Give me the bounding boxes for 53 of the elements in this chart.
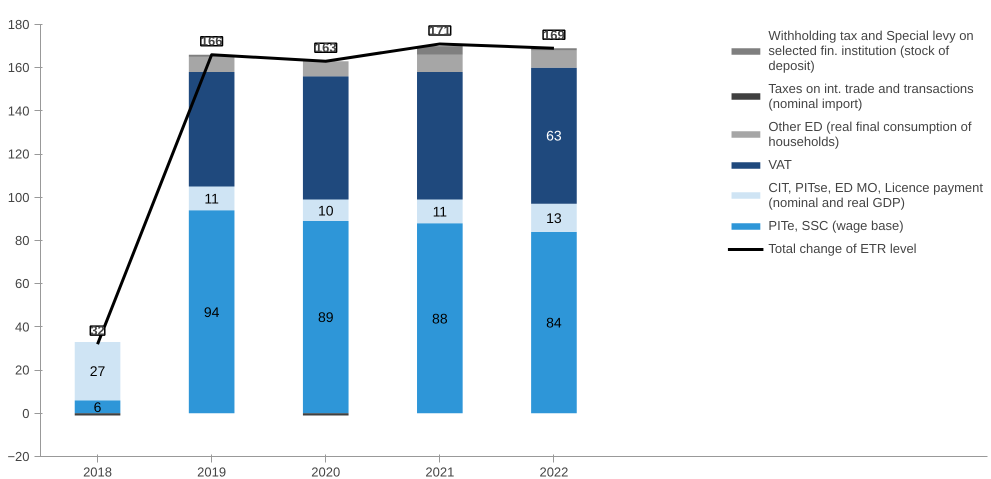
bar: [302, 221, 349, 414]
bar: [417, 72, 463, 200]
legend-label: PITe, SSC (wage base): [768, 218, 904, 233]
y-tick-label: −20: [7, 449, 30, 464]
bar: [417, 46, 463, 55]
bar: [417, 54, 463, 72]
y-tick-label: 120: [8, 146, 30, 162]
data-label: 27: [90, 363, 106, 380]
x-tick-label: 2019: [197, 464, 226, 479]
bar: [302, 199, 349, 222]
y-tick-label: 40: [15, 319, 30, 334]
data-label: 11: [204, 190, 220, 206]
legend-label: Taxes on int. trade and transactions (nominal import): [768, 81, 974, 111]
bar: [188, 210, 234, 414]
bar: [302, 61, 349, 76]
legend-label: Other ED (real final consumption of households): [768, 119, 972, 149]
legend-label: Withholding tax and Special levy on selected fin. institution (stock of deposit): [768, 28, 974, 73]
data-label: 94: [204, 304, 220, 320]
data-label: 88: [432, 310, 448, 326]
y-tick-label: 80: [15, 233, 30, 248]
bar: [74, 400, 120, 414]
y-tick-label: 160: [8, 60, 30, 76]
y-tick-label: 180: [8, 17, 30, 32]
bar: [531, 232, 577, 414]
data-label: 11: [432, 203, 448, 220]
bar: [531, 50, 577, 68]
bar: [531, 68, 577, 204]
y-tick-label: 140: [8, 103, 30, 118]
y-tick-label: 0: [22, 406, 30, 421]
bar: [302, 76, 349, 200]
x-tick-label: 2018: [83, 464, 112, 479]
y-tick-label: 100: [8, 190, 30, 205]
y-tick-label: 20: [15, 362, 30, 378]
bar: [74, 342, 120, 400]
data-label: 6: [94, 398, 102, 415]
data-label: 89: [318, 309, 334, 326]
data-label: 10: [318, 202, 334, 218]
legend-label: CIT, PITse, ED MO, Licence payment (nominal and real GDP): [768, 180, 983, 210]
bar: [417, 199, 463, 224]
x-tick-label: 2020: [311, 464, 340, 479]
bar: [188, 72, 234, 186]
data-label: 84: [546, 314, 562, 331]
data-label: 63: [546, 128, 562, 144]
bar: [188, 56, 234, 72]
legend-label: Total change of ETR level: [768, 241, 917, 256]
bar: [531, 204, 577, 232]
legend-label: VAT: [768, 157, 792, 172]
x-tick-label: 2021: [425, 464, 454, 479]
data-label: 13: [546, 210, 562, 226]
bar: [417, 223, 463, 414]
x-tick-label: 2022: [539, 464, 568, 479]
y-tick-label: 60: [15, 276, 30, 292]
bar: [188, 186, 234, 210]
